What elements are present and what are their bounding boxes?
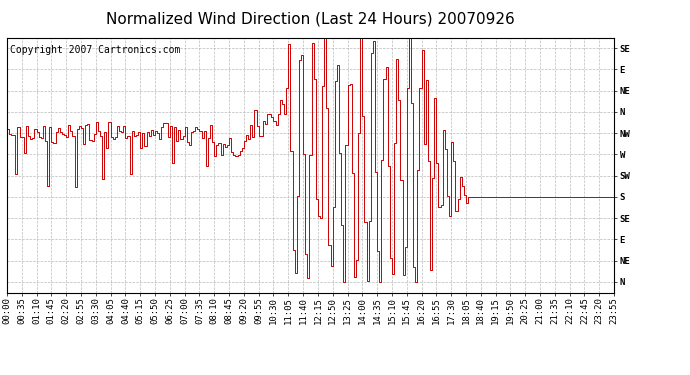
Text: Normalized Wind Direction (Last 24 Hours) 20070926: Normalized Wind Direction (Last 24 Hours…: [106, 11, 515, 26]
Text: Copyright 2007 Cartronics.com: Copyright 2007 Cartronics.com: [10, 45, 180, 55]
